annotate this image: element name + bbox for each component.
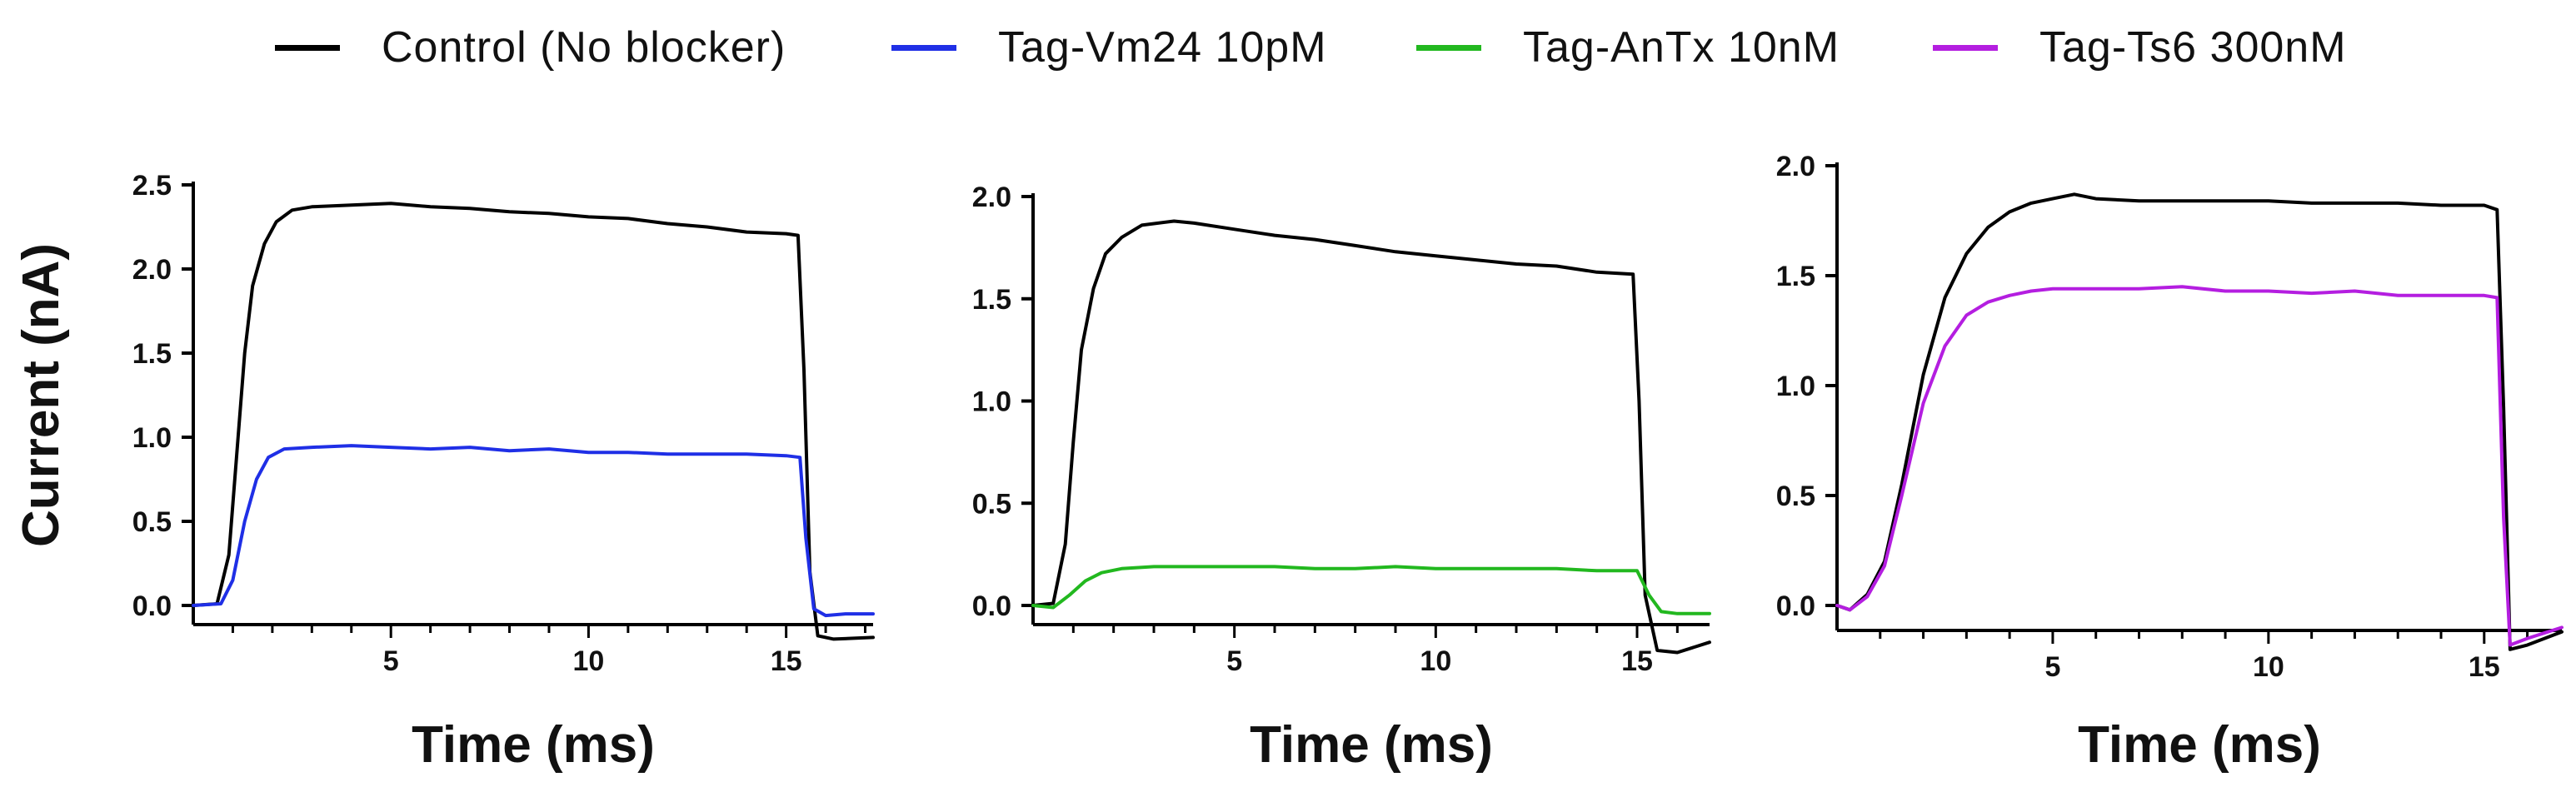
- y-tick-label: 0.5: [1776, 481, 1815, 512]
- y-tick-label: 0.5: [132, 506, 172, 538]
- legend-swatch-control: [275, 44, 340, 51]
- legend-item-vm24: Tag-Vm24 10pM: [891, 18, 1327, 77]
- legend-label-antx: Tag-AnTx 10nM: [1523, 23, 1840, 72]
- y-tick-label: 1.5: [132, 338, 172, 370]
- legend-swatch-antx: [1416, 44, 1481, 51]
- x-tick-label: 10: [2253, 651, 2284, 683]
- legend: Control (No blocker) Tag-Vm24 10pM Tag-A…: [0, 0, 2576, 96]
- y-tick-label: 1.0: [972, 386, 1011, 418]
- y-axis-label: Current (nA): [12, 243, 70, 547]
- legend-swatch-ts6: [1933, 44, 1998, 51]
- y-tick-label: 1.0: [1776, 371, 1815, 402]
- y-tick-label: 0.5: [972, 488, 1011, 520]
- legend-swatch-vm24: [891, 44, 956, 51]
- y-tick-label: 2.5: [132, 170, 172, 202]
- legend-item-control: Control (No blocker): [275, 18, 786, 77]
- legend-item-ts6: Tag-Ts6 300nM: [1933, 18, 2347, 77]
- y-tick-label: 0.0: [972, 590, 1011, 622]
- series-line-control-no-blocker: [1031, 219, 1711, 655]
- x-tick-label: 15: [2469, 651, 2500, 683]
- y-tick-label: 1.5: [1776, 261, 1815, 292]
- series-line-tag-antx-10nm: [1031, 565, 1711, 615]
- y-tick-label: 2.0: [972, 182, 1011, 213]
- legend-label-vm24: Tag-Vm24 10pM: [998, 23, 1327, 72]
- y-tick-label: 2.0: [1776, 151, 1815, 182]
- y-tick-label: 0.0: [1776, 590, 1815, 622]
- x-axis-label: Time (ms): [1250, 716, 1493, 774]
- legend-item-antx: Tag-AnTx 10nM: [1416, 18, 1840, 77]
- x-tick-label: 10: [1420, 645, 1451, 677]
- x-axis-label: Time (ms): [2078, 716, 2321, 774]
- x-axis-label: Time (ms): [412, 716, 655, 774]
- series-line-tag-vm24-10pm: [192, 444, 875, 618]
- x-tick-label: 5: [1226, 645, 1242, 677]
- y-tick-label: 1.0: [132, 422, 172, 454]
- chart-panel-3: 0.0 0.5 1.0 1.5 2.0 5 10 15 Time (ms): [1776, 151, 2564, 774]
- x-tick-label: 5: [2044, 651, 2060, 683]
- x-tick-label: 5: [383, 645, 399, 677]
- y-tick-label: 1.5: [972, 284, 1011, 316]
- y-tick-label: 0.0: [132, 590, 172, 622]
- y-tick-label: 2.0: [132, 254, 172, 286]
- x-tick-label: 15: [771, 645, 802, 677]
- legend-label-ts6: Tag-Ts6 300nM: [2039, 23, 2347, 72]
- series-line-control-no-blocker: [1835, 192, 2564, 651]
- legend-label-control: Control (No blocker): [382, 23, 786, 72]
- series-line-tag-ts6-300nm: [1835, 285, 2564, 647]
- x-tick-label: 15: [1621, 645, 1653, 677]
- chart-panel-1: 0.0 0.5 1.0 1.5 2.0 2.5 5 10 15 Time (ms) Current …: [12, 170, 875, 774]
- chart-panel-2: 0.0 0.5 1.0 1.5 2.0 5 10 15 Time (ms): [972, 182, 1711, 774]
- series-line-control-no-blocker: [192, 202, 875, 641]
- x-tick-label: 10: [573, 645, 605, 677]
